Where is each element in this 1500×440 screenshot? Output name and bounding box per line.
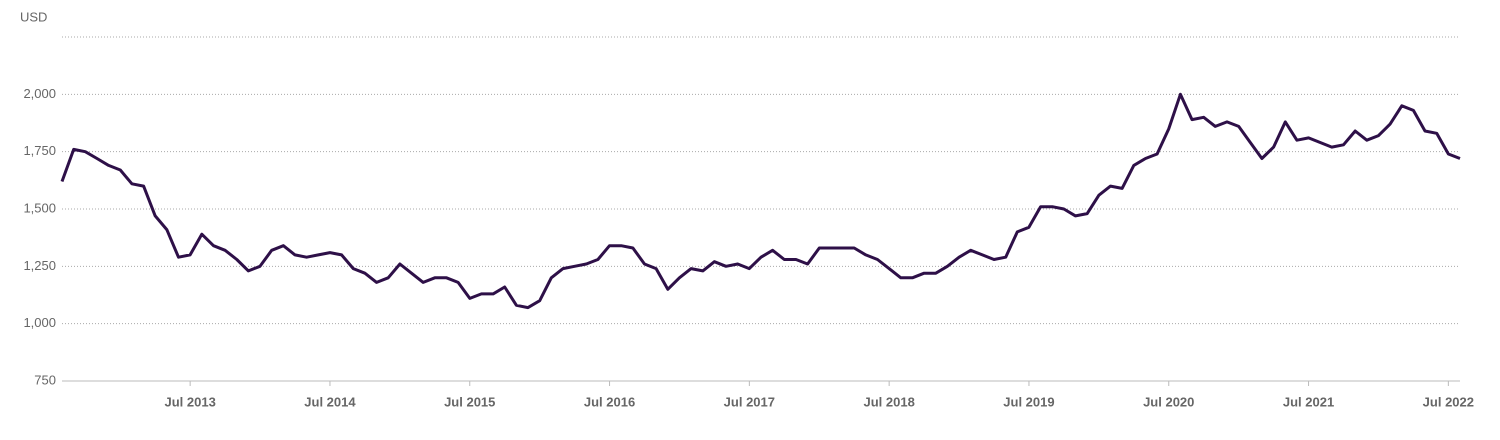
y-axis-label: USD xyxy=(20,9,47,24)
x-tick-label: Jul 2014 xyxy=(304,394,356,409)
x-tick-label: Jul 2018 xyxy=(863,394,914,409)
y-tick-label: 1,000 xyxy=(23,315,56,330)
x-tick-label: Jul 2019 xyxy=(1003,394,1054,409)
x-tick-label: Jul 2016 xyxy=(584,394,635,409)
x-tick-label: Jul 2021 xyxy=(1283,394,1334,409)
x-tick-label: Jul 2013 xyxy=(164,394,215,409)
price-line xyxy=(60,92,1461,310)
y-tick-label: 2,000 xyxy=(23,86,56,101)
x-tick-label: Jul 2020 xyxy=(1143,394,1194,409)
y-tick-label: 1,500 xyxy=(23,200,56,215)
y-tick-label: 1,250 xyxy=(23,258,56,273)
x-tick-label: Jul 2015 xyxy=(444,394,495,409)
x-tick-label: Jul 2022 xyxy=(1423,394,1474,409)
x-tick-label: Jul 2017 xyxy=(724,394,775,409)
y-tick-label: 1,750 xyxy=(23,143,56,158)
y-tick-label: 750 xyxy=(34,372,56,387)
